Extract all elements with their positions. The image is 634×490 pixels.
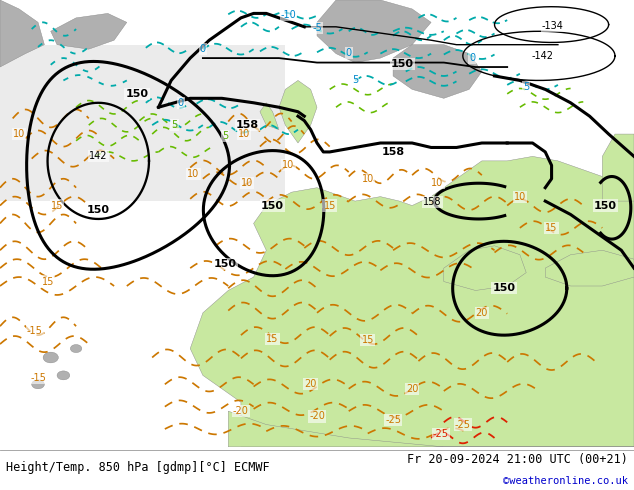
- Polygon shape: [393, 45, 482, 98]
- Circle shape: [43, 352, 58, 363]
- Text: 20: 20: [476, 308, 488, 318]
- Text: 150: 150: [214, 259, 236, 269]
- Text: 0: 0: [200, 44, 206, 54]
- Circle shape: [57, 371, 70, 380]
- Text: -25: -25: [432, 429, 449, 440]
- Text: 0: 0: [346, 48, 352, 58]
- Text: 150: 150: [493, 283, 515, 293]
- Text: -25: -25: [385, 415, 401, 425]
- Text: -25: -25: [455, 419, 471, 430]
- Text: Fr 20-09-2024 21:00 UTC (00+21): Fr 20-09-2024 21:00 UTC (00+21): [407, 453, 628, 466]
- Polygon shape: [260, 103, 279, 129]
- Text: 10: 10: [361, 174, 374, 184]
- Text: 150: 150: [261, 200, 284, 211]
- Text: 20: 20: [406, 384, 418, 394]
- Text: 10: 10: [241, 178, 254, 188]
- Text: -10: -10: [281, 10, 296, 20]
- Text: 10: 10: [514, 192, 526, 201]
- Text: 15: 15: [323, 200, 336, 211]
- Text: 10: 10: [238, 129, 250, 139]
- Polygon shape: [0, 0, 44, 67]
- Text: 150: 150: [87, 205, 110, 215]
- Text: 20: 20: [304, 379, 317, 390]
- Text: 0: 0: [178, 98, 184, 108]
- Text: 10: 10: [13, 129, 25, 139]
- Text: -142: -142: [531, 51, 553, 61]
- Circle shape: [32, 380, 44, 389]
- Text: 15: 15: [42, 276, 55, 287]
- Polygon shape: [317, 0, 431, 63]
- Text: 5: 5: [523, 82, 529, 92]
- Text: 15: 15: [266, 334, 279, 344]
- Text: 150: 150: [594, 200, 617, 211]
- Text: ©weatheronline.co.uk: ©weatheronline.co.uk: [503, 475, 628, 486]
- Text: 10: 10: [431, 178, 444, 188]
- Text: 15: 15: [361, 335, 374, 344]
- Text: 150: 150: [391, 59, 414, 70]
- Text: -20: -20: [233, 406, 249, 416]
- Text: -5: -5: [312, 23, 322, 33]
- Polygon shape: [444, 246, 526, 291]
- Text: 150: 150: [126, 89, 148, 99]
- Text: -134: -134: [542, 21, 564, 31]
- Text: 142: 142: [89, 151, 108, 161]
- Text: 158: 158: [423, 197, 442, 207]
- Text: 158: 158: [236, 120, 259, 130]
- Text: -15: -15: [27, 326, 43, 336]
- Text: 15: 15: [545, 223, 558, 233]
- Circle shape: [70, 344, 82, 353]
- Text: 158: 158: [382, 147, 404, 157]
- Text: 5: 5: [352, 75, 358, 85]
- Text: -15: -15: [30, 372, 46, 383]
- Polygon shape: [190, 156, 634, 447]
- Text: 5: 5: [222, 131, 228, 141]
- Text: 0: 0: [469, 53, 476, 63]
- Polygon shape: [602, 134, 634, 201]
- Text: 5: 5: [171, 120, 178, 130]
- Text: 10: 10: [187, 169, 200, 179]
- Text: Height/Temp. 850 hPa [gdmp][°C] ECMWF: Height/Temp. 850 hPa [gdmp][°C] ECMWF: [6, 461, 270, 474]
- Polygon shape: [51, 13, 127, 49]
- Polygon shape: [228, 411, 634, 447]
- Text: 10: 10: [282, 160, 295, 171]
- Polygon shape: [545, 250, 634, 286]
- FancyBboxPatch shape: [0, 45, 285, 201]
- Text: 15: 15: [51, 200, 63, 211]
- Text: -20: -20: [309, 412, 325, 421]
- Polygon shape: [279, 80, 317, 143]
